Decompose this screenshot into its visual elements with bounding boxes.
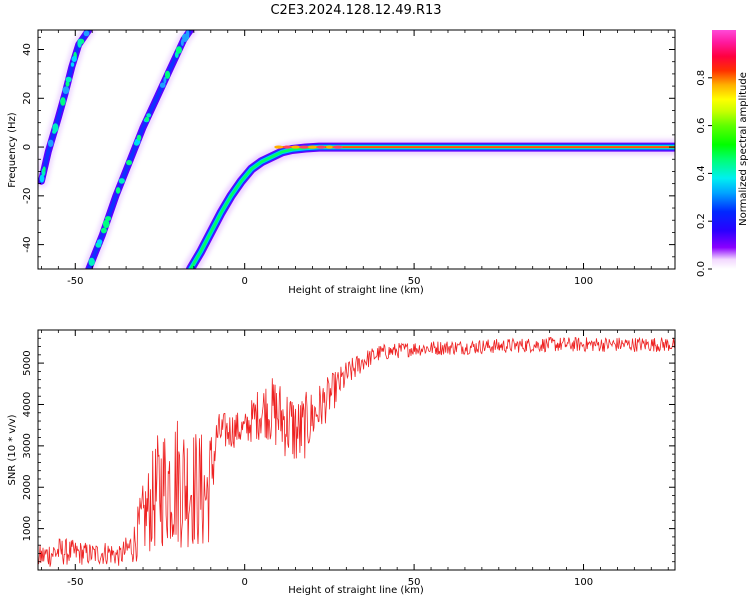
spectrogram-trace: [82, 30, 197, 269]
trace-speckle: [83, 30, 90, 37]
trace-peak-blob: [298, 145, 309, 149]
trace-speckle: [60, 97, 65, 106]
snr-series-line: [38, 336, 675, 567]
snr-ylabel: SNR (10 * v/v): [7, 414, 18, 485]
snr-ytick-label: 3000: [22, 433, 33, 458]
spectrogram-xtick-label: 0: [241, 276, 247, 287]
snr-ytick-label: 5000: [22, 350, 33, 375]
trace-speckle: [47, 139, 54, 147]
trace-speckle: [164, 70, 171, 79]
trace-peak-blob: [333, 145, 343, 149]
spectrogram-ticks: -50 0 50 100 -40 -20 0 20 40: [22, 30, 675, 287]
trace-band-outer: [186, 142, 675, 269]
trace-speckle: [146, 113, 152, 118]
trace-peak-blob: [326, 145, 333, 149]
trace-peak-blob: [308, 145, 317, 149]
snr-ticks: -50 0 50 100 1000 2000 3000 4000 5000: [22, 329, 675, 588]
snr-xtick-label: 0: [241, 577, 247, 588]
snr-xtick-label: 100: [574, 577, 593, 588]
snr-frame: [37, 329, 676, 571]
colorbar-tick-label: 0.0: [696, 261, 707, 277]
spectrogram-ytick-label: 20: [22, 92, 33, 105]
spectrogram-ytick-label: -20: [22, 188, 33, 204]
spectrogram-ytick-label: -40: [22, 236, 33, 252]
colorbar-tick-label: 0.6: [696, 118, 707, 134]
trace-speckle: [39, 174, 45, 183]
trace-speckle: [88, 257, 95, 266]
spectrogram-frame: [37, 29, 676, 270]
spectrogram-ytick-label: 0: [22, 144, 33, 150]
spectrogram-trace: [38, 30, 96, 188]
trace-peak-blob: [291, 145, 300, 149]
snr-xlabel: Height of straight line (km): [288, 585, 424, 596]
trace-speckle: [71, 56, 77, 62]
trace-speckle: [77, 38, 82, 48]
trace-speckle: [118, 178, 125, 184]
spectrogram-xtick-label: 100: [574, 276, 593, 287]
spectrogram-ytick-label: 40: [22, 43, 33, 56]
trace-peak-blob: [316, 145, 326, 149]
trace-speckle: [42, 166, 46, 172]
colorbar: 0.0 0.2 0.4 0.6 0.8 Normalized spectral ampl…: [696, 30, 749, 277]
trace-peak-blob: [274, 145, 283, 149]
spectrogram-panel: -50 0 50 100 -40 -20 0 20 40 Height of straight …: [7, 29, 676, 296]
trace-speckle: [185, 30, 190, 39]
colorbar-tick-label: 0.2: [696, 213, 707, 229]
colorbar-gradient: [712, 30, 736, 269]
trace-speckle: [126, 160, 133, 166]
chart-title: C2E3.2024.128.12.49.R13: [270, 3, 441, 18]
colorbar-label: Normalized spectral amplitude: [738, 72, 749, 226]
colorbar-ticks: 0.0 0.2 0.4 0.6 0.8: [696, 70, 712, 277]
trace-speckle: [65, 81, 70, 87]
trace-speckle: [65, 76, 72, 83]
trace-speckle: [163, 76, 167, 84]
snr-ytick-label: 2000: [22, 475, 33, 500]
trace-speckle: [102, 219, 110, 229]
spectrogram-trace: [182, 139, 675, 269]
spectrogram-heatmap: [38, 30, 675, 269]
snr-xtick-label: -50: [67, 577, 83, 588]
snr-ytick-label: 1000: [22, 516, 33, 541]
colorbar-tick-label: 0.4: [696, 165, 707, 181]
trace-speckle: [100, 227, 107, 234]
snr-panel: -50 0 50 100 1000 2000 3000 4000 5000 Height of …: [7, 329, 676, 596]
colorbar-tick-label: 0.8: [696, 70, 707, 86]
trace-speckle: [136, 134, 142, 141]
spectrogram-xtick-label: -50: [67, 276, 83, 287]
trace-speckle: [175, 46, 182, 54]
trace-speckle: [62, 86, 70, 94]
trace-speckle: [159, 82, 166, 88]
snr-ytick-label: 4000: [22, 392, 33, 417]
trace-speckle: [105, 216, 112, 221]
spectrogram-xtick-label: 50: [408, 276, 421, 287]
spectrogram-ylabel: Frequency (Hz): [7, 112, 18, 188]
trace-peak-blob: [283, 145, 291, 149]
trace-speckle: [52, 129, 57, 134]
trace-speckle: [96, 239, 103, 245]
trace-speckle: [144, 116, 150, 122]
trace-speckle: [70, 62, 75, 67]
snr-xtick-label: 50: [408, 577, 421, 588]
spectrogram-xlabel: Height of straight line (km): [288, 285, 424, 296]
trace-speckle: [115, 187, 121, 194]
